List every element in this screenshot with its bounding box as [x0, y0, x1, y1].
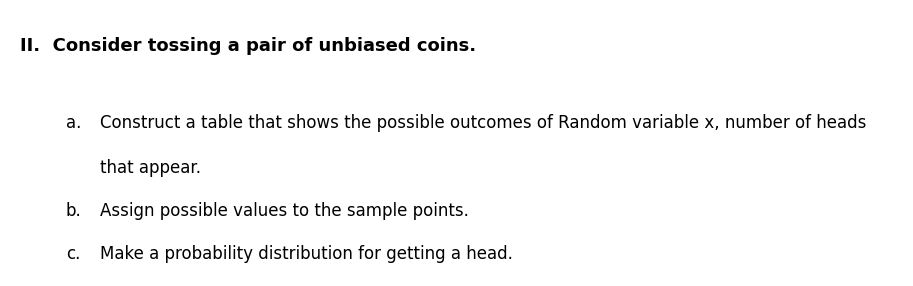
Text: b.: b. — [66, 202, 81, 220]
Text: Make a probability distribution for getting a head.: Make a probability distribution for gett… — [100, 245, 513, 263]
Text: c.: c. — [66, 245, 80, 263]
Text: that appear.: that appear. — [100, 159, 202, 177]
Text: a.: a. — [66, 114, 81, 132]
Text: Assign possible values to the sample points.: Assign possible values to the sample poi… — [100, 202, 469, 220]
Text: II.  Consider tossing a pair of unbiased coins.: II. Consider tossing a pair of unbiased … — [20, 37, 477, 55]
Text: Construct a table that shows the possible outcomes of Random variable x, number : Construct a table that shows the possibl… — [100, 114, 866, 132]
